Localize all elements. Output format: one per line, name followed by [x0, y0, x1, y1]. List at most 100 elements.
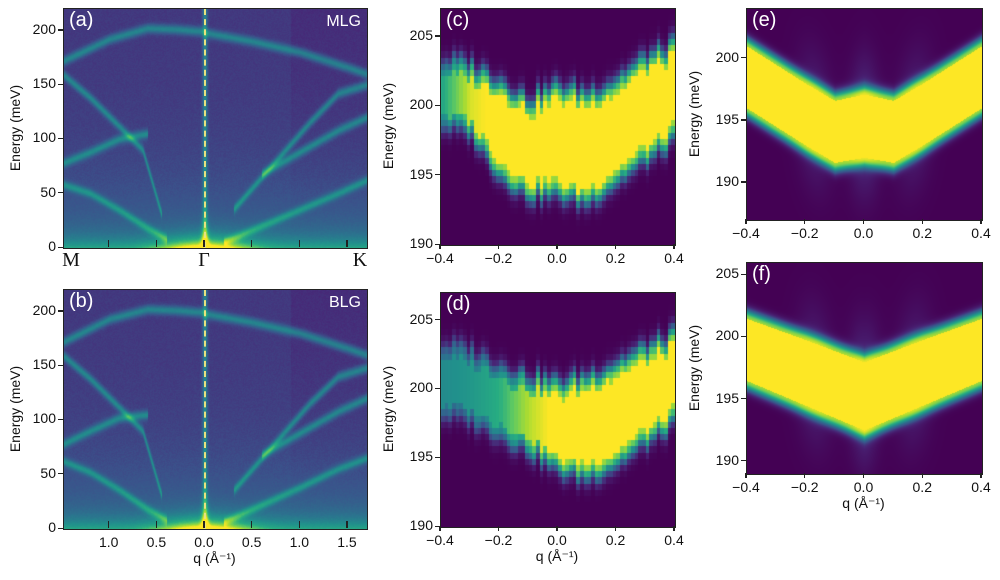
x-tick-label: 0.0 — [547, 532, 567, 548]
y-tick-label: 195 — [409, 448, 433, 465]
y-tick — [58, 473, 63, 475]
x-tick-label: 0.4 — [664, 532, 684, 548]
x-tick — [298, 240, 300, 247]
y-tick-label: 200 — [32, 20, 56, 37]
x-tick — [251, 521, 253, 528]
x-tick — [251, 240, 253, 247]
x-tick-label: 0.2 — [912, 225, 932, 241]
x-symmetry-label: M — [62, 249, 80, 271]
x-tick-label: −0.4 — [732, 225, 760, 241]
x-tick-label: 0.2 — [912, 479, 932, 495]
x-tick-label: −0.4 — [426, 250, 454, 266]
x-tick — [203, 240, 205, 247]
y-tick-label: 50 — [40, 183, 56, 200]
x-tick — [439, 244, 441, 249]
y-tick-label: 195 — [409, 165, 433, 182]
x-tick — [556, 526, 558, 531]
y-tick-label: 190 — [409, 517, 433, 533]
x-tick-label: −0.4 — [732, 479, 760, 495]
y-tick-label: 50 — [40, 464, 56, 481]
x-tick — [155, 240, 158, 247]
y-tick-label: 190 — [409, 235, 433, 251]
y-tick-label: 100 — [32, 129, 56, 146]
y-tick — [741, 57, 746, 59]
x-tick-label: −0.4 — [426, 532, 454, 548]
y-tick — [435, 35, 440, 37]
gamma-dashed-line — [204, 290, 207, 529]
heatmap-image-b — [64, 290, 367, 529]
y-tick — [58, 310, 63, 312]
x-tick-label: 1.0 — [289, 534, 310, 550]
x-tick — [862, 219, 865, 224]
y-tick — [58, 527, 63, 529]
y-tick — [741, 460, 746, 462]
y-tick — [58, 192, 63, 194]
x-tick — [346, 240, 348, 247]
x-tick — [921, 473, 923, 478]
y-tick — [435, 456, 440, 458]
x-tick — [921, 219, 923, 224]
x-tick-label: 0.5 — [241, 534, 262, 550]
y-tick-label: 150 — [32, 75, 56, 92]
x-tick-label: 0.0 — [853, 225, 874, 241]
x-tick-label: −0.2 — [484, 532, 513, 548]
heatmap-image-f — [747, 263, 982, 474]
x-tick — [804, 473, 806, 478]
x-tick — [108, 240, 110, 247]
x-tick — [614, 526, 617, 531]
x-tick — [673, 526, 675, 531]
panel-label: (b) — [69, 290, 94, 312]
heatmap-image-a — [64, 9, 367, 248]
sample-label: MLG — [326, 13, 361, 30]
y-tick — [58, 418, 63, 421]
x-tick — [862, 473, 865, 478]
x-tick-label: −0.2 — [790, 479, 819, 495]
x-tick — [804, 219, 806, 224]
y-tick — [435, 387, 440, 390]
y-tick — [58, 246, 63, 248]
y-tick-label: 200 — [409, 379, 433, 396]
x-tick — [439, 526, 441, 531]
y-tick — [741, 398, 746, 400]
y-tick-label: 200 — [32, 301, 56, 318]
x-axis-label: q (Å⁻¹) — [535, 548, 579, 564]
y-tick-label: 200 — [409, 96, 433, 113]
y-tick-label: 205 — [409, 26, 433, 43]
heatmap-image-c — [441, 9, 675, 245]
panel-label: (e) — [752, 9, 777, 31]
y-tick — [741, 335, 746, 338]
x-tick — [155, 521, 158, 528]
x-tick-label: 0.4 — [664, 250, 684, 266]
y-tick-label: 0 — [48, 519, 56, 535]
x-tick-label: 1.0 — [99, 534, 119, 550]
y-axis-label: Energy (meV) — [686, 324, 702, 411]
x-tick-label: 0.0 — [853, 479, 874, 495]
x-tick — [497, 244, 500, 249]
panel-e-heatmap: (e) — [746, 8, 983, 221]
x-axis-label: q (Å⁻¹) — [842, 495, 885, 511]
x-tick — [745, 473, 747, 478]
x-tick — [614, 244, 617, 249]
x-tick — [203, 521, 205, 528]
y-tick — [741, 181, 746, 183]
x-tick-label: 0.5 — [146, 534, 167, 550]
y-axis-label: Energy (meV) — [7, 84, 23, 171]
y-tick — [58, 29, 63, 31]
y-tick — [435, 525, 440, 527]
y-tick-label: 205 — [409, 310, 433, 327]
x-symmetry-label: Γ — [198, 249, 210, 271]
y-axis-label: Energy (meV) — [380, 82, 396, 170]
x-symmetry-label: K — [352, 249, 368, 271]
y-tick — [58, 137, 63, 140]
panel-c-heatmap: (c) — [440, 8, 676, 246]
x-tick — [745, 219, 747, 224]
panel-label: (c) — [446, 9, 470, 31]
sample-label: BLG — [328, 294, 361, 311]
y-tick-label: 200 — [715, 48, 739, 65]
y-tick-label: 205 — [715, 265, 739, 282]
y-tick — [58, 364, 63, 366]
x-tick — [346, 521, 348, 528]
y-tick-label: 100 — [32, 410, 56, 427]
heatmap-image-e — [747, 9, 982, 220]
x-tick — [980, 473, 982, 478]
